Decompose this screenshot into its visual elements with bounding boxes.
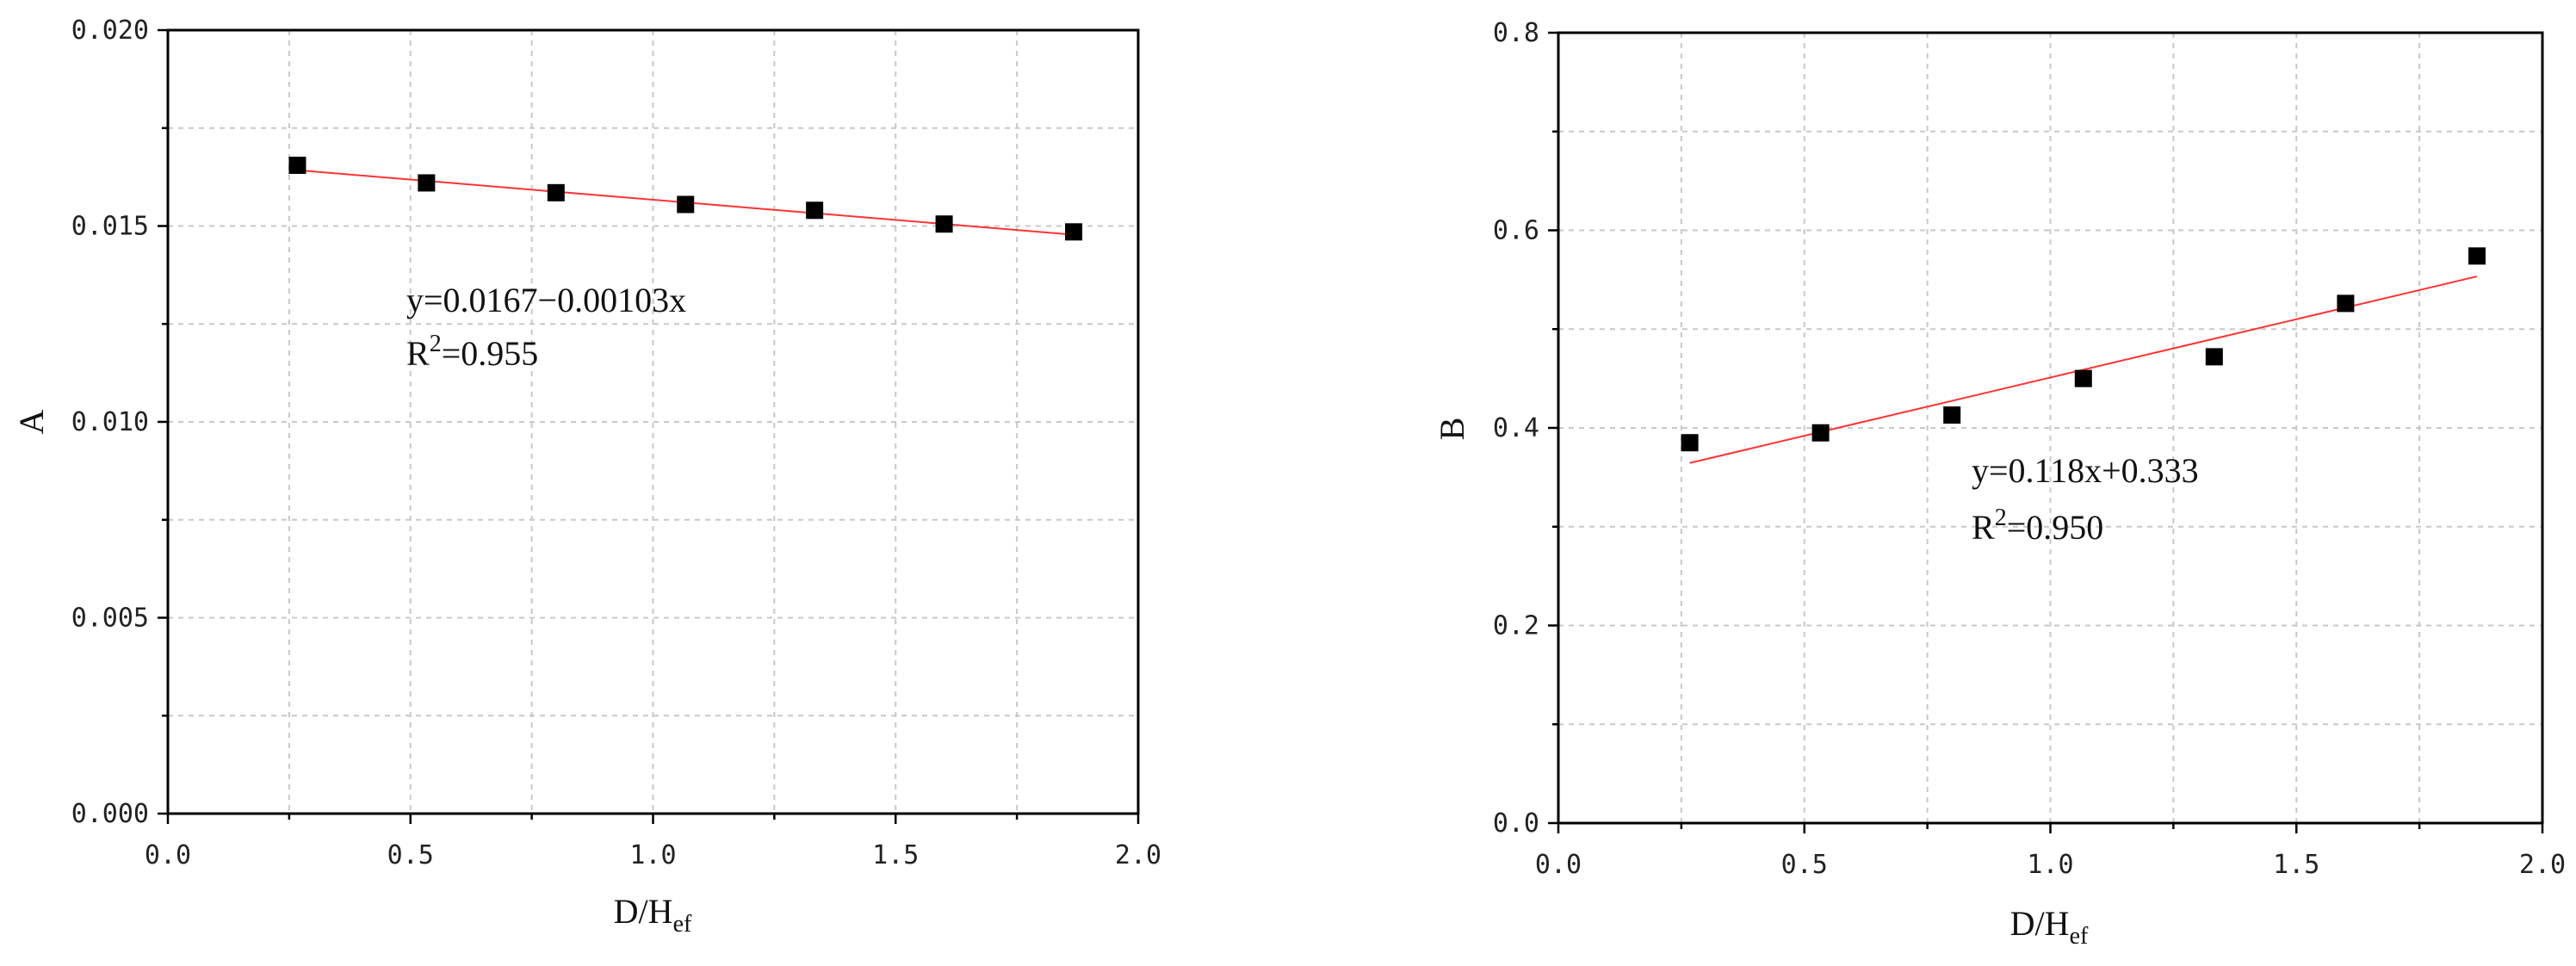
- y-tick-label: 0.000: [71, 799, 149, 829]
- fit-line: [1689, 276, 2478, 464]
- y-tick-label: 0.020: [71, 15, 149, 46]
- r-squared: R2=0.955: [406, 331, 538, 373]
- x-tick-label: 2.0: [1115, 840, 1161, 870]
- data-point: [2468, 247, 2486, 265]
- y-axis-title: B: [1433, 418, 1471, 441]
- x-axis-title: D/Hef: [614, 892, 692, 938]
- axis-ticks: [1548, 31, 2544, 833]
- y-tick-label: 0.8: [1493, 18, 1539, 48]
- equation-annotation: y=0.0167−0.00103x R2=0.955: [406, 281, 686, 373]
- x-tick-labels: 0.0 0.5 1.0 1.5 2.0: [1535, 850, 2566, 880]
- x-tick-label: 0.0: [145, 840, 191, 870]
- data-point: [1065, 223, 1083, 241]
- data-points: [1681, 247, 2486, 452]
- fit-equation: y=0.118x+0.333: [1972, 451, 2199, 490]
- x-tick-label: 0.5: [387, 840, 434, 870]
- x-tick-label: 0.0: [1535, 850, 1582, 880]
- x-tick-labels: 0.0 0.5 1.0 1.5 2.0: [145, 840, 1161, 870]
- y-tick-label: 0.4: [1493, 413, 1539, 443]
- data-point: [288, 156, 307, 174]
- data-point: [1681, 434, 1699, 452]
- data-point: [547, 183, 565, 201]
- equation-annotation: y=0.118x+0.333 R2=0.950: [1972, 451, 2199, 547]
- y-tick-label: 0.005: [71, 604, 149, 634]
- y-tick-labels: 0.000 0.005 0.010 0.015 0.020: [71, 15, 149, 829]
- x-tick-label: 0.5: [1781, 850, 1828, 880]
- data-point: [677, 195, 695, 214]
- y-tick-label: 0.0: [1493, 808, 1539, 839]
- y-tick-label: 0.2: [1493, 611, 1539, 641]
- data-point: [2337, 294, 2355, 313]
- data-point: [935, 215, 953, 233]
- data-point: [2205, 348, 2223, 366]
- x-tick-label: 1.5: [872, 840, 919, 870]
- y-tick-labels: 0.0 0.2 0.4 0.6 0.8: [1493, 18, 1539, 839]
- data-points: [288, 156, 1083, 241]
- gridlines: [168, 30, 1138, 814]
- data-point: [1811, 424, 1830, 442]
- x-tick-label: 1.0: [629, 840, 676, 870]
- chart-panel-b: 0.0 0.5 1.0 1.5 2.0 0.00.20.40.60.8 D/Hef B …: [1433, 18, 2566, 950]
- r-squared: R2=0.950: [1972, 505, 2103, 547]
- chart-panel-a: 0.0 0.5 1.0 1.5 2.0 0.000 0.005 0.010 0.015 0.02…: [12, 15, 1161, 938]
- x-tick-label: 1.0: [2027, 850, 2073, 880]
- fit-equation: y=0.0167−0.00103x: [406, 281, 686, 319]
- y-tick-label: 0.6: [1493, 216, 1539, 246]
- x-tick-label: 2.0: [2519, 850, 2566, 880]
- data-point: [2074, 369, 2092, 387]
- y-axis-title: A: [12, 409, 51, 434]
- data-point: [1943, 406, 1961, 424]
- gridlines: [1558, 33, 2542, 823]
- y-tick-label: 0.010: [71, 407, 149, 437]
- x-tick-label: 1.5: [2273, 850, 2319, 880]
- data-point: [418, 174, 436, 192]
- y-tick-label: 0.015: [71, 212, 149, 242]
- x-axis-title: D/Hef: [2010, 904, 2089, 950]
- axis-ticks: [158, 28, 1140, 824]
- data-point: [806, 201, 824, 220]
